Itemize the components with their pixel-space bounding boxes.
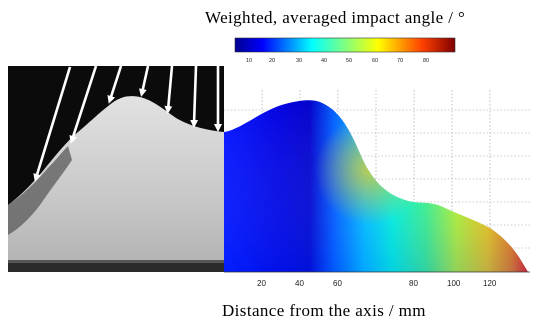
colorbar-tick-label: 20: [269, 58, 275, 64]
colorbar-tick-label: 50: [346, 58, 352, 64]
colorbar-tick-label: 60: [372, 58, 378, 64]
x-tick-label: 20: [257, 279, 266, 288]
deposit-profile: [8, 96, 224, 262]
colorbar-title: Weighted, averaged impact angle / °: [205, 8, 465, 27]
impact-angle-map-panel: 20 40 60 80 100 120: [224, 90, 530, 288]
colorbar-gradient: [234, 37, 456, 53]
deposit-photo-panel: [8, 65, 224, 272]
impact-arrow: [138, 65, 150, 97]
colorbar: 10 20 30 40 50 60 70 80: [234, 37, 456, 64]
impact-arrow: [33, 66, 72, 182]
impact-arrows: [33, 65, 222, 182]
colorbar-tick-label: 40: [321, 58, 327, 64]
x-tick-label: 80: [409, 279, 418, 288]
impact-arrow: [164, 65, 174, 114]
x-tick-label: 40: [295, 279, 304, 288]
x-axis-title: Distance from the axis / mm: [222, 301, 426, 320]
colorbar-tick-label: 80: [423, 58, 429, 64]
colorbar-tick-label: 70: [397, 58, 403, 64]
deposit-shadow-streak: [8, 146, 72, 235]
substrate-edge: [8, 260, 224, 263]
x-tick-label: 100: [447, 279, 461, 288]
impact-arrow: [69, 65, 98, 144]
impact-arrow: [107, 65, 123, 104]
x-tick-label: 60: [333, 279, 342, 288]
substrate-plate: [8, 262, 224, 272]
colorbar-tick-label: 30: [296, 58, 302, 64]
impact-arrow: [190, 65, 199, 128]
depth-shade: [224, 100, 528, 272]
x-tick-label: 120: [483, 279, 497, 288]
colorbar-tick-label: 10: [246, 58, 252, 64]
